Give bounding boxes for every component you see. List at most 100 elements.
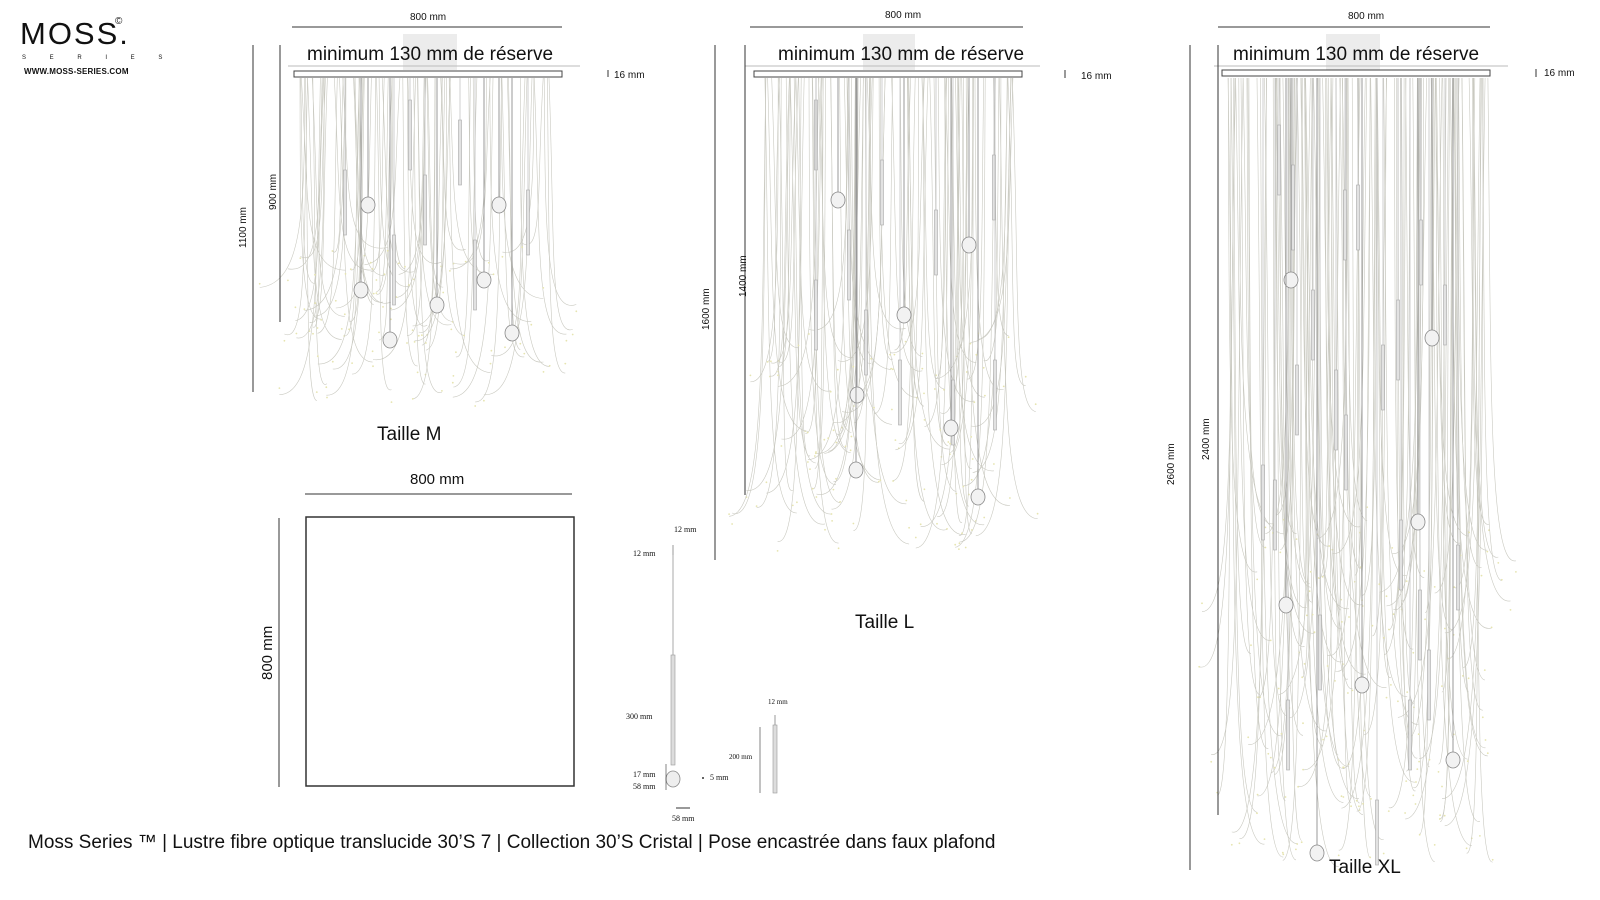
fiber-tip: [1277, 687, 1280, 690]
optical-fiber: [425, 77, 446, 351]
ceiling-box-l: [863, 34, 915, 70]
reserve-note-m: minimum 130 mm de réserve: [307, 44, 554, 65]
fiber-tip: [1383, 636, 1385, 639]
pendant-top-width-label: 12 mm: [674, 525, 697, 534]
pendant-offset-label: 5 mm: [710, 773, 729, 782]
crystal-globe: [961, 236, 977, 254]
optical-fiber: [1328, 77, 1363, 606]
fiber-tip: [1273, 766, 1276, 769]
optical-fiber: [1230, 77, 1258, 813]
fiber-height-label-m: 900 mm: [268, 173, 279, 210]
fiber-tip: [728, 513, 730, 515]
fiber-tip: [278, 387, 281, 389]
fiber-tip: [474, 405, 477, 407]
fiber-tip: [1034, 403, 1037, 406]
optical-fiber: [1456, 77, 1486, 749]
fiber-tip: [390, 307, 392, 310]
fiber-tip: [406, 342, 408, 344]
fiber-tip: [1484, 739, 1487, 741]
optical-fiber: [1216, 77, 1232, 796]
fiber-tip: [1301, 676, 1304, 679]
glass-rod: [847, 229, 851, 301]
plan-square: [305, 516, 575, 787]
optical-fiber: [468, 77, 485, 275]
fiber-tip: [923, 488, 926, 491]
optical-fiber: [949, 77, 968, 453]
fiber-tip: [777, 374, 779, 377]
optical-fiber: [1012, 77, 1036, 412]
fiber-tip: [1351, 689, 1354, 692]
fiber-tip: [1468, 531, 1470, 534]
glass-rod: [814, 279, 818, 351]
optical-fiber: [1388, 77, 1405, 631]
optical-fiber: [821, 77, 851, 453]
fiber-tip: [837, 547, 840, 550]
glass-rod: [526, 189, 530, 256]
optical-fiber: [936, 77, 974, 379]
optical-fiber: [756, 77, 782, 508]
optical-fiber: [1332, 77, 1368, 554]
fiber-tip: [489, 362, 492, 365]
fiber-tip: [294, 306, 297, 309]
fiber-tip: [386, 249, 389, 252]
thickness-label-m: 16 mm: [614, 70, 645, 81]
fiber-tip: [797, 344, 800, 347]
fiber-tip: [383, 273, 386, 276]
optical-fiber: [975, 77, 1011, 537]
total-height-label-m: 1100 mm: [238, 207, 249, 248]
optical-fiber: [507, 77, 544, 363]
fiber-tip: [519, 342, 522, 345]
optical-fiber: [1473, 77, 1493, 863]
glass-rod: [1295, 364, 1299, 436]
glass-rod: [1443, 284, 1447, 346]
optical-fiber: [750, 77, 779, 383]
fiber-tip: [970, 436, 973, 438]
optical-fiber: [971, 77, 1012, 427]
optical-fiber: [402, 77, 418, 367]
optical-fiber: [769, 77, 790, 377]
fiber-tip: [1247, 736, 1250, 739]
optical-fiber: [924, 77, 947, 427]
fiber-tip: [283, 339, 286, 342]
optical-fiber: [880, 77, 917, 398]
optical-fiber: [1325, 77, 1342, 611]
optical-fiber: [449, 77, 487, 270]
optical-fiber: [815, 77, 861, 454]
fiber-tip: [504, 346, 506, 349]
crystal-globe: [849, 386, 865, 404]
fiber-tip: [1342, 766, 1344, 769]
fiber-tip: [1500, 578, 1503, 581]
optical-fiber: [287, 77, 325, 270]
optical-fiber: [1405, 77, 1425, 578]
fiber-tip: [1462, 675, 1464, 677]
fiber-tip: [1263, 838, 1266, 840]
fiber-tip: [1281, 851, 1284, 854]
fiber-tip: [344, 273, 347, 275]
fiber-tip: [1441, 785, 1443, 788]
optical-fiber: [1007, 77, 1026, 386]
optical-fiber: [352, 77, 376, 375]
crystal-globe: [504, 324, 520, 342]
fiber-tip: [958, 542, 961, 545]
fiber-tip: [1491, 858, 1494, 861]
fiber-tip: [780, 445, 783, 447]
optical-fiber: [427, 77, 444, 288]
optical-fiber: [818, 77, 854, 358]
fiber-tip: [1264, 526, 1267, 529]
optical-fiber: [873, 77, 893, 415]
fiber-tip: [1309, 570, 1312, 573]
fiber-tip: [1337, 854, 1340, 857]
optical-fiber: [1233, 77, 1252, 654]
optical-fiber: [1454, 77, 1476, 588]
optical-fiber: [284, 77, 308, 336]
fiber-tip: [892, 480, 894, 482]
optical-fiber: [898, 77, 919, 444]
fiber-tip: [914, 536, 917, 539]
optical-fiber: [335, 77, 372, 309]
fiber-tip: [404, 265, 406, 268]
optical-fiber: [1462, 77, 1482, 668]
fiber-tip: [1369, 856, 1372, 859]
fiber-tip: [369, 261, 372, 264]
width-label-l: 800 mm: [885, 10, 922, 21]
fiber-tip: [315, 391, 318, 393]
